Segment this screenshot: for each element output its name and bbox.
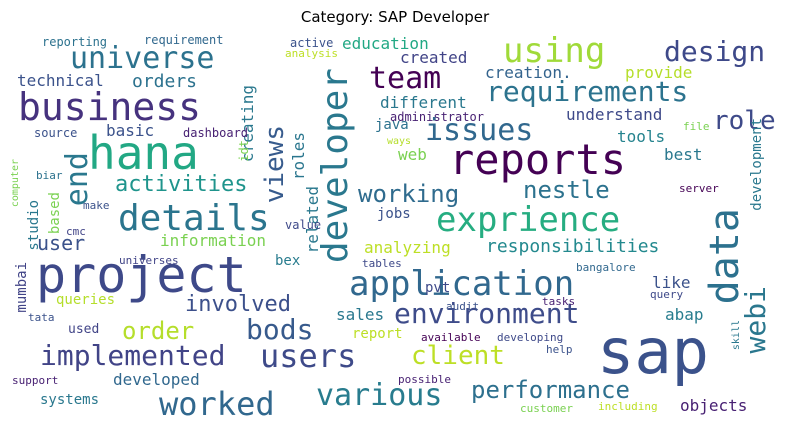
word-file: file — [683, 120, 710, 133]
word-performance: performance — [471, 376, 630, 404]
word-provide: provide — [625, 63, 693, 82]
word-audit: audit — [446, 300, 480, 313]
word-administrator: administrator — [390, 110, 484, 124]
word-sales: sales — [336, 305, 385, 324]
word-dashboard: dashboard — [183, 126, 249, 140]
word-business: business — [18, 85, 202, 129]
word-possible: possible — [398, 373, 451, 386]
word-requirement: requirement — [144, 33, 224, 47]
word-hana: hana — [88, 126, 199, 180]
word-issues: issues — [425, 113, 534, 148]
word-like: like — [652, 273, 691, 292]
word-involved: involved — [185, 292, 291, 317]
word-report: report — [352, 326, 403, 342]
word-based: based — [47, 192, 63, 235]
word-activities: activities — [115, 172, 248, 197]
word-reporting: reporting — [42, 35, 108, 49]
word-universe: universe — [70, 41, 215, 76]
word-worked: worked — [159, 385, 275, 423]
word-tables: tables — [362, 257, 402, 270]
word-bex: bex — [275, 253, 301, 269]
word-java: java — [375, 117, 409, 133]
word-web: web — [398, 145, 427, 164]
word-make: make — [83, 199, 110, 212]
word-idt: idt — [237, 140, 251, 162]
word-abap: abap — [665, 305, 704, 324]
word-environment: environment — [394, 297, 580, 330]
word-skill: skill — [731, 320, 742, 351]
word-server: server — [679, 182, 719, 195]
word-exprience: exprience — [436, 200, 621, 240]
word-application: application — [349, 264, 575, 304]
word-value: value — [285, 218, 322, 232]
word-details: details — [118, 198, 270, 239]
word-ways: ways — [387, 136, 412, 147]
word-tools: tools — [617, 127, 666, 146]
word-various: various — [316, 378, 443, 413]
word-information: information — [160, 231, 266, 250]
word-roles: roles — [289, 132, 308, 181]
word-technical: technical — [17, 71, 104, 90]
word-help: help — [546, 343, 573, 356]
word-bods: bods — [246, 313, 314, 346]
word-developing: developing — [497, 331, 564, 344]
word-nestle: nestle — [523, 176, 610, 204]
word-biar: biar — [36, 169, 63, 182]
word-role: role — [713, 106, 776, 136]
word-basic: basic — [106, 121, 155, 140]
word-cloud: sap project reports hana developer data busine… — [10, 31, 782, 423]
word-tasks: tasks — [542, 295, 576, 308]
word-working: working — [358, 180, 460, 208]
word-support: support — [12, 374, 59, 387]
word-used: used — [68, 322, 100, 337]
word-universes: universes — [119, 254, 179, 267]
word-team: team — [369, 61, 442, 96]
word-queries: queries — [56, 292, 116, 308]
word-cmc: cmc — [66, 225, 86, 238]
word-studio: studio — [26, 200, 42, 251]
word-requirements: requirements — [486, 75, 689, 108]
word-views: views — [260, 125, 290, 204]
word-project: project — [36, 246, 247, 304]
word-users: users — [260, 337, 357, 375]
figure-title: Category: SAP Developer — [300, 8, 490, 26]
word-using: using — [503, 31, 606, 71]
word-tata: tata — [28, 311, 55, 324]
word-user: user — [37, 231, 86, 255]
word-systems: systems — [40, 392, 100, 408]
word-understand: understand — [566, 105, 663, 124]
word-orders: orders — [132, 71, 198, 92]
word-pvt: pvt — [425, 280, 451, 296]
word-computer: computer — [10, 159, 21, 208]
word-customer: customer — [520, 402, 573, 415]
word-analysis: analysis — [285, 47, 338, 60]
word-jobs: jobs — [377, 206, 411, 222]
word-design: design — [664, 35, 766, 68]
word-creation: creation. — [485, 63, 572, 82]
word-developed: developed — [113, 370, 200, 389]
word-mumbai: mumbai — [14, 262, 30, 313]
word-sap: sap — [597, 315, 709, 388]
word-available: available — [421, 331, 481, 344]
word-implemented: implemented — [40, 339, 226, 372]
word-different: different — [380, 93, 467, 112]
word-source: source — [34, 126, 78, 140]
word-query: query — [650, 288, 684, 301]
word-reports: reports — [449, 135, 627, 184]
word-objects: objects — [680, 396, 748, 415]
word-order: order — [122, 317, 195, 345]
word-education: education — [342, 34, 429, 53]
word-client: client — [411, 341, 505, 371]
word-responsibilities: responsibilities — [486, 236, 660, 257]
word-analyzing: analyzing — [364, 238, 451, 257]
word-bangalore: bangalore — [576, 261, 636, 274]
word-webi: webi — [739, 286, 772, 354]
word-best: best — [664, 145, 703, 164]
word-including: including — [598, 400, 658, 413]
word-development: development — [749, 118, 765, 211]
word-created: created — [400, 48, 468, 67]
word-developer: developer — [315, 68, 356, 264]
word-active: active — [290, 36, 334, 50]
